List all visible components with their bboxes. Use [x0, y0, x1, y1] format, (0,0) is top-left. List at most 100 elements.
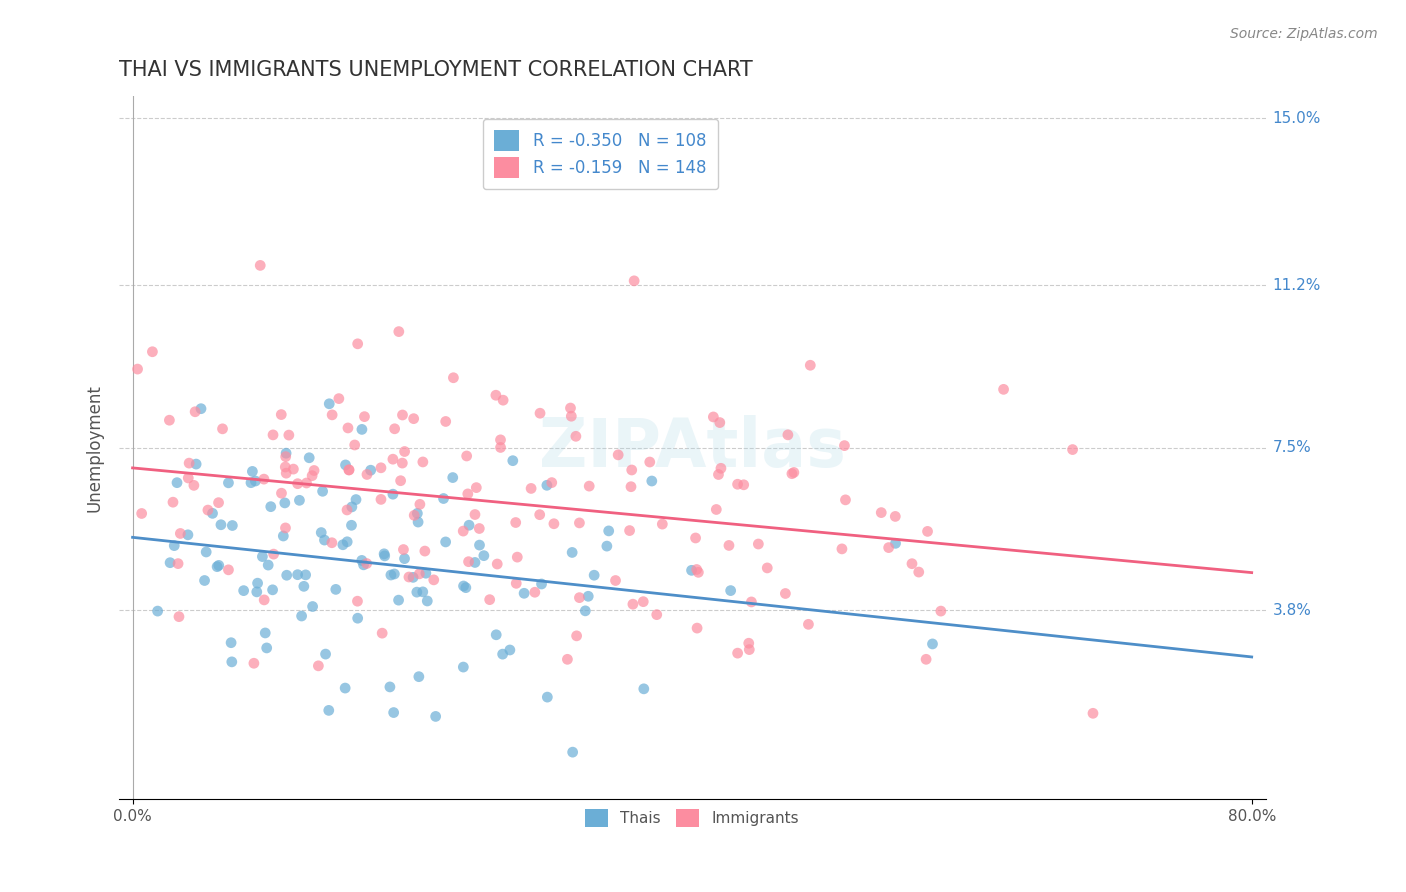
Point: [381, 452, 404, 467]
Point: [167, 557, 190, 571]
Point: [412, 455, 434, 469]
Point: [344, 492, 367, 507]
Point: [294, 567, 316, 582]
Point: [457, 555, 479, 569]
Y-axis label: Unemployment: Unemployment: [86, 384, 103, 512]
Point: [464, 556, 486, 570]
Text: ZIPAtlas: ZIPAtlas: [538, 415, 845, 481]
Point: [686, 621, 709, 635]
Point: [127, 362, 149, 376]
Point: [607, 448, 630, 462]
Point: [1062, 442, 1084, 457]
Point: [346, 336, 368, 351]
Point: [415, 566, 437, 581]
Point: [346, 594, 368, 608]
Point: [240, 475, 263, 490]
Point: [262, 582, 284, 597]
Point: [350, 422, 373, 436]
Point: [146, 604, 169, 618]
Point: [775, 586, 797, 600]
Point: [536, 690, 558, 705]
Point: [489, 441, 512, 455]
Point: [557, 652, 579, 666]
Point: [583, 568, 606, 582]
Point: [425, 709, 447, 723]
Point: [993, 382, 1015, 396]
Point: [720, 583, 742, 598]
Point: [717, 538, 740, 552]
Point: [929, 604, 952, 618]
Point: [505, 576, 527, 591]
Point: [318, 703, 340, 717]
Point: [596, 539, 619, 553]
Point: [502, 453, 524, 467]
Point: [380, 568, 402, 582]
Point: [1081, 706, 1104, 721]
Point: [709, 416, 731, 430]
Point: [619, 524, 641, 538]
Point: [523, 585, 546, 599]
Point: [384, 422, 406, 436]
Point: [217, 563, 239, 577]
Point: [321, 535, 343, 549]
Point: [274, 496, 297, 510]
Point: [623, 274, 645, 288]
Point: [901, 557, 924, 571]
Text: 11.2%: 11.2%: [1272, 277, 1322, 293]
Point: [884, 536, 907, 550]
Point: [578, 479, 600, 493]
Point: [353, 409, 375, 424]
Point: [387, 593, 409, 607]
Point: [797, 617, 820, 632]
Point: [157, 413, 180, 427]
Point: [242, 465, 264, 479]
Point: [513, 586, 536, 600]
Point: [416, 594, 439, 608]
Point: [605, 574, 627, 588]
Point: [333, 681, 356, 695]
Point: [221, 655, 243, 669]
Point: [256, 640, 278, 655]
Point: [257, 558, 280, 572]
Point: [434, 415, 457, 429]
Point: [309, 525, 332, 540]
Point: [287, 567, 309, 582]
Point: [568, 516, 591, 530]
Point: [651, 517, 673, 532]
Point: [685, 562, 707, 576]
Point: [457, 487, 479, 501]
Point: [506, 550, 529, 565]
Point: [907, 565, 929, 579]
Point: [408, 566, 430, 581]
Point: [499, 643, 522, 657]
Point: [159, 556, 181, 570]
Point: [870, 506, 893, 520]
Point: [370, 460, 392, 475]
Point: [332, 538, 354, 552]
Point: [254, 626, 277, 640]
Point: [633, 595, 655, 609]
Text: 7.5%: 7.5%: [1272, 440, 1312, 455]
Point: [270, 408, 292, 422]
Point: [360, 463, 382, 477]
Point: [232, 583, 254, 598]
Point: [336, 503, 359, 517]
Point: [378, 680, 401, 694]
Point: [453, 579, 475, 593]
Point: [391, 408, 413, 422]
Point: [780, 467, 803, 481]
Point: [356, 467, 378, 482]
Text: THAI VS IMMIGRANTS UNEMPLOYMENT CORRELATION CHART: THAI VS IMMIGRANTS UNEMPLOYMENT CORRELAT…: [118, 60, 752, 79]
Point: [710, 461, 733, 475]
Legend: Thais, Immigrants: Thais, Immigrants: [579, 803, 806, 833]
Point: [434, 535, 457, 549]
Point: [560, 409, 582, 424]
Point: [756, 561, 779, 575]
Point: [337, 463, 360, 477]
Point: [274, 446, 297, 460]
Point: [409, 497, 432, 511]
Point: [302, 463, 325, 477]
Point: [141, 344, 163, 359]
Point: [391, 456, 413, 470]
Point: [343, 438, 366, 452]
